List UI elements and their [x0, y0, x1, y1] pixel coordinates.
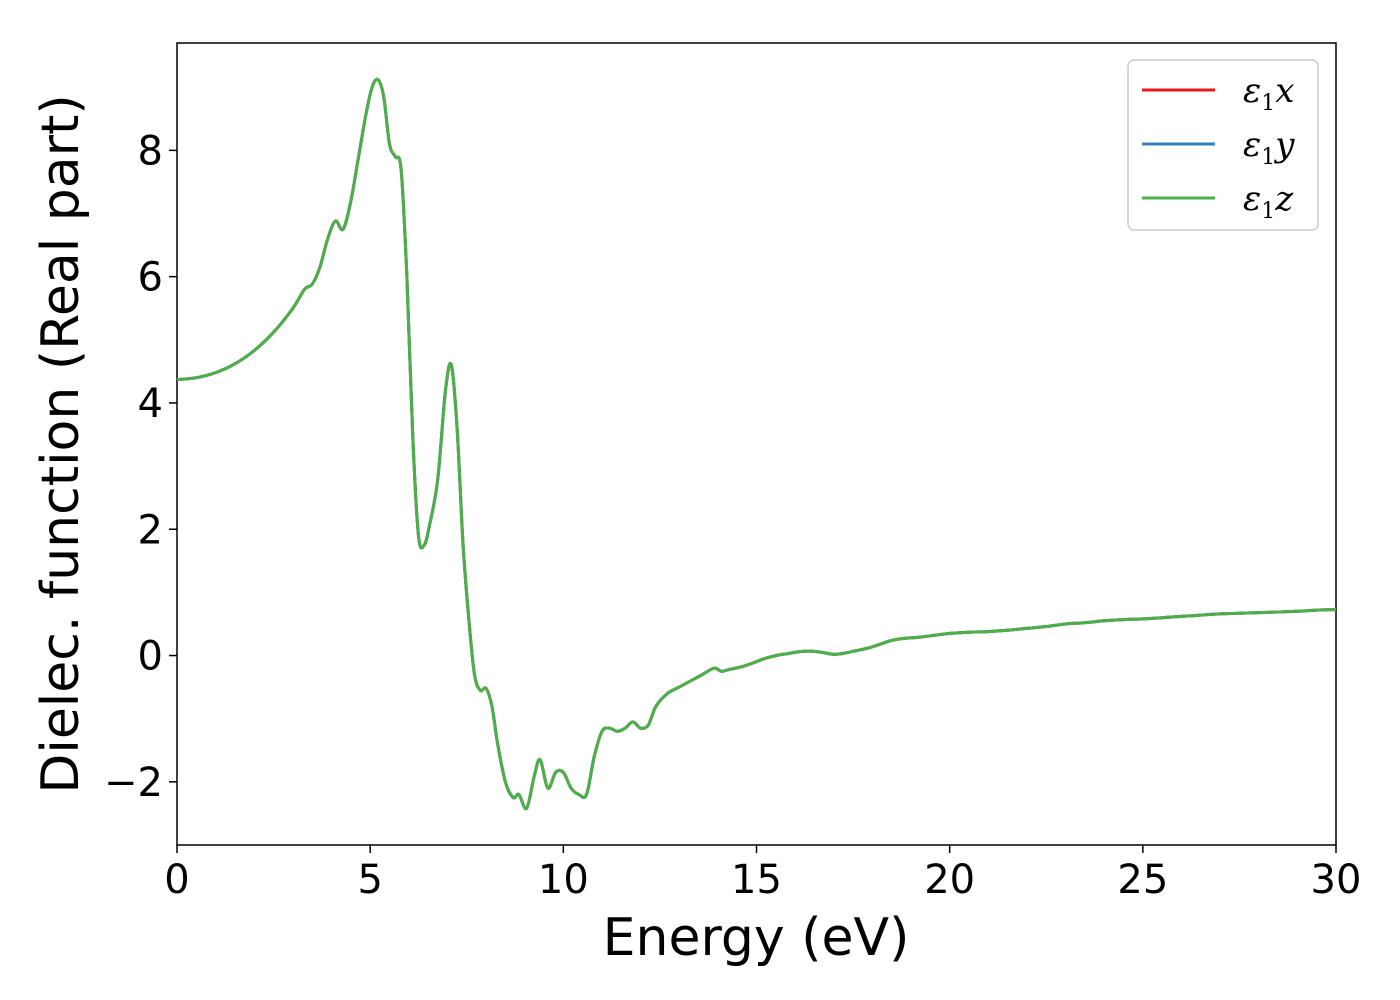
- x-tick-label: 0: [164, 857, 189, 903]
- legend: ε1x ε1y ε1z: [1127, 59, 1319, 231]
- series-line-z: [176, 77, 1337, 811]
- y-axis: −2 0 2 4 6 8: [104, 128, 177, 806]
- y-tick-label: 6: [138, 255, 163, 301]
- x-tick-label: 25: [1117, 857, 1168, 903]
- x-tick-label: 20: [924, 857, 975, 903]
- y-tick-label: 2: [138, 507, 163, 553]
- y-tick-label: −2: [104, 760, 163, 806]
- y-tick-label: 8: [138, 128, 163, 174]
- y-axis-title: Dielec. function (Real part): [31, 94, 91, 793]
- x-axis-title: Energy (eV): [603, 908, 910, 968]
- legend-label-z: ε1z: [1243, 179, 1294, 224]
- y-tick-label: 4: [138, 381, 163, 427]
- x-tick-label: 10: [538, 857, 589, 903]
- x-tick-label: 30: [1311, 857, 1362, 903]
- x-axis: 0 5 10 15 20 25 30: [164, 845, 1361, 903]
- x-tick-label: 5: [357, 857, 382, 903]
- y-tick-label: 0: [138, 634, 163, 680]
- series-layer: [176, 77, 1337, 811]
- legend-label-y: ε1y: [1243, 125, 1295, 170]
- x-tick-label: 15: [731, 857, 782, 903]
- legend-box: [1127, 59, 1319, 231]
- legend-label-x: ε1x: [1243, 71, 1294, 116]
